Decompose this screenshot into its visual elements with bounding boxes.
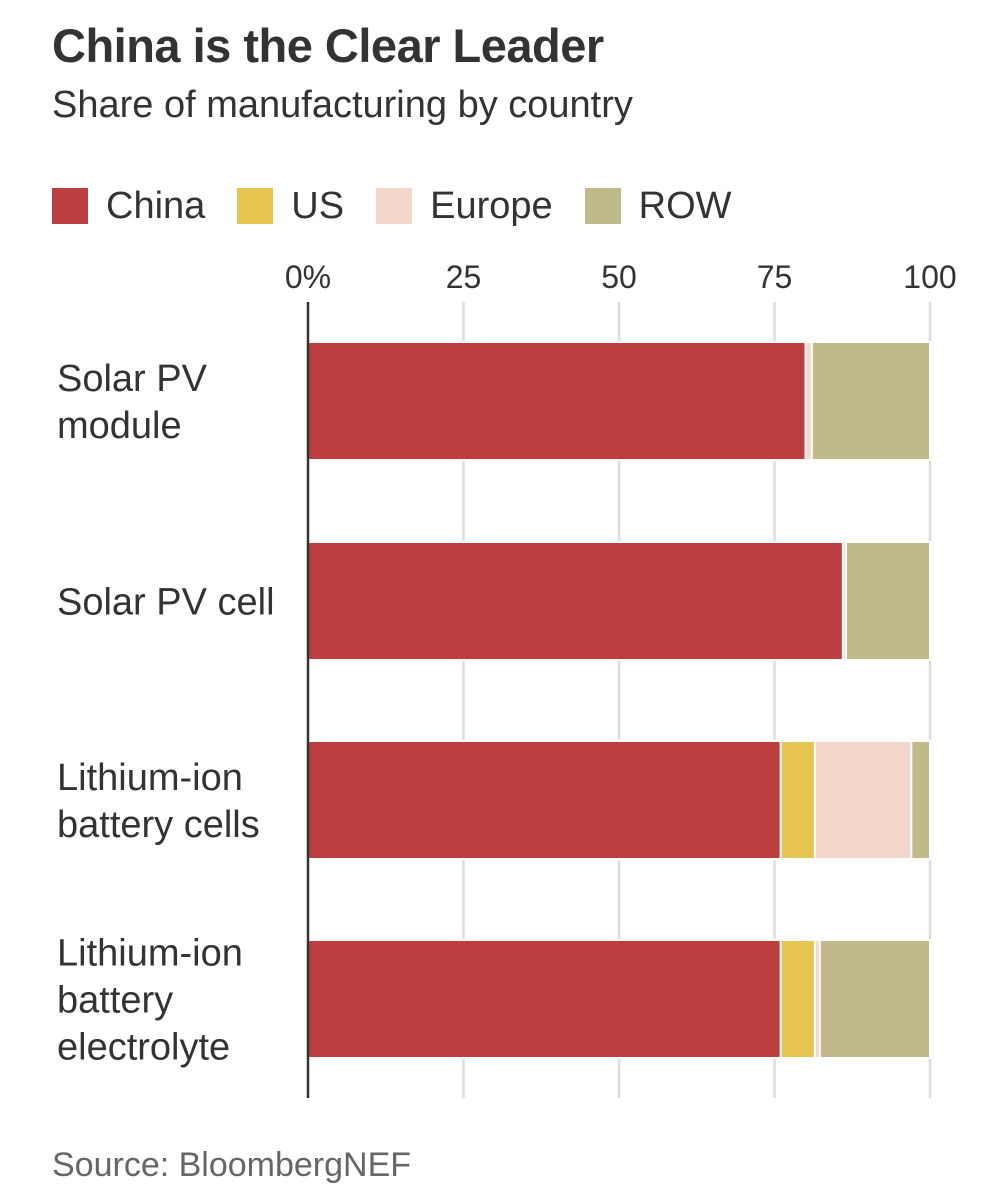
x-tick-label: 100 [903,259,956,295]
source-note: Source: BloombergNEF [52,1146,412,1184]
category-label-2: Solar PV cell [57,581,275,623]
bar-row-4 [818,939,932,1059]
legend-label-europe: Europe [430,184,553,227]
chart-subtitle: Share of manufacturing by country [52,84,633,126]
chart-legend: China US Europe ROW [52,180,764,232]
category-label-3: battery cells [57,804,260,846]
bar-row-2 [845,541,932,661]
bar-row-3 [910,740,932,860]
legend-swatch-us [237,188,274,224]
legend-swatch-china [52,188,88,224]
bar-china-3 [307,740,782,860]
legend-label-row: ROW [638,184,732,227]
legend-label-us: US [291,184,345,227]
bar-us-4 [779,939,816,1059]
legend-item-us: US [237,185,344,228]
bar-europe-3 [813,740,913,860]
bar-row-1 [810,341,932,461]
category-label-4: electrolyte [57,1026,230,1068]
legend-swatch-row [584,188,621,224]
bar-china-4 [307,939,782,1059]
bar-china-2 [307,541,844,661]
x-tick-label: 75 [757,259,793,295]
legend-label-china: China [106,184,206,227]
category-label-1: Solar PV [57,358,208,400]
bar-china-1 [307,341,807,461]
x-tick-label: 0% [285,259,331,295]
legend-item-china: China [52,185,205,228]
x-tick-label: 25 [446,259,482,295]
x-tick-label: 50 [601,259,637,295]
category-label-1: module [57,405,182,447]
bar-us-3 [779,740,816,860]
legend-swatch-europe [376,188,413,224]
chart-title: China is the Clear Leader [52,19,604,72]
category-label-4: Lithium-ion [57,932,243,974]
legend-item-row: ROW [584,184,732,228]
category-label-3: Lithium-ion [57,757,243,799]
legend-item-europe: Europe [376,185,553,228]
category-label-4: battery [57,979,173,1021]
